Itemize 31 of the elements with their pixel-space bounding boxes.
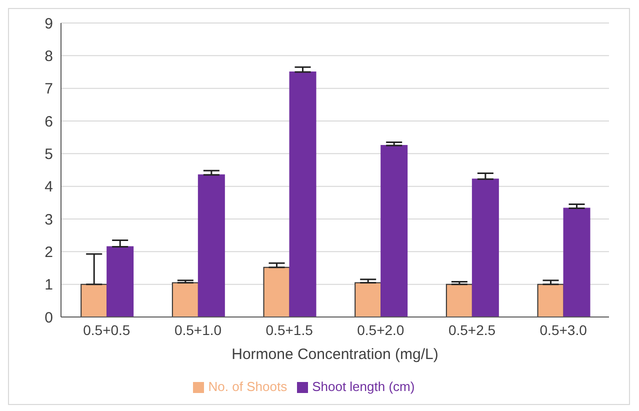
bar [263, 266, 290, 317]
x-tick-label: 0.5+2.0 [357, 322, 404, 338]
bar [80, 284, 108, 317]
bar [198, 174, 225, 317]
bar [172, 282, 199, 317]
bar [354, 282, 382, 317]
y-tick-label: 9 [44, 15, 53, 32]
x-tick-label: 0.5+3.0 [540, 322, 588, 338]
legend-label: Shoot length (cm) [312, 379, 415, 394]
y-tick-label: 7 [44, 80, 53, 98]
y-tick-label: 5 [44, 146, 53, 163]
x-axis-title: Hormone Concentration (mg/L) [232, 346, 438, 363]
x-tick-label: 0.5+2.5 [448, 322, 496, 338]
legend-label: No. of Shoots [208, 379, 288, 394]
y-tick-label: 6 [44, 113, 53, 130]
bar [472, 178, 499, 317]
x-tick-label: 0.5+1.5 [266, 322, 314, 338]
bar [563, 208, 590, 317]
bar [106, 246, 134, 317]
x-tick-label: 0.5+0.5 [83, 322, 130, 338]
bar [446, 284, 473, 317]
bar [289, 72, 316, 317]
y-tick-label: 8 [44, 48, 53, 65]
y-tick-label: 0 [44, 309, 53, 326]
y-tick-label: 4 [44, 178, 53, 196]
bar [380, 145, 408, 317]
bar [537, 284, 564, 317]
y-tick-label: 2 [44, 244, 53, 261]
y-tick-label: 1 [44, 276, 53, 294]
y-tick-label: 3 [44, 211, 53, 228]
x-tick-label: 0.5+1.0 [174, 322, 222, 338]
